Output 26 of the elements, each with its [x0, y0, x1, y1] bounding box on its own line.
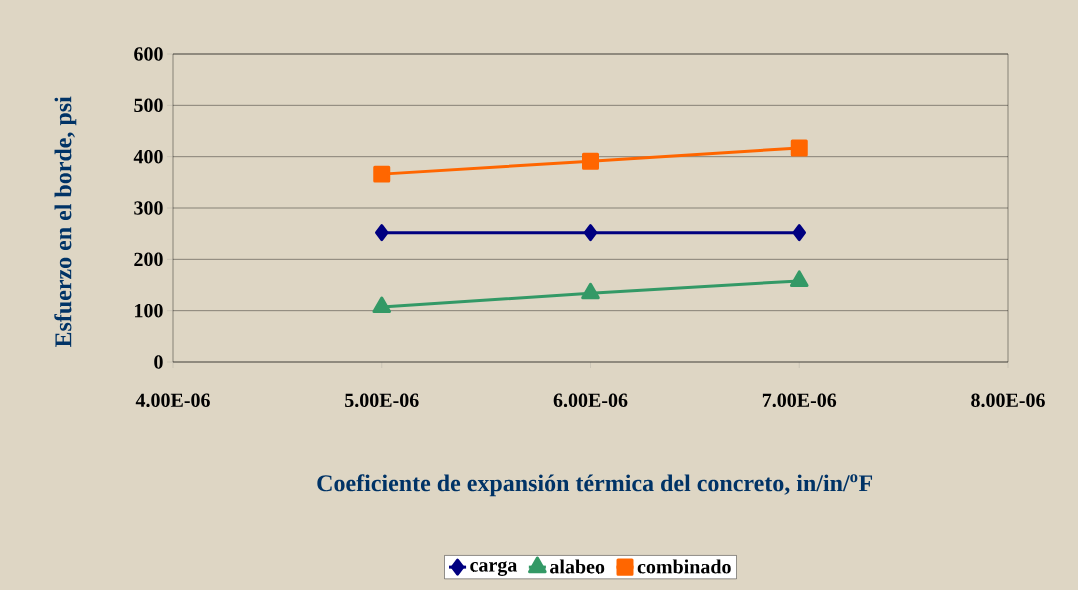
point	[581, 282, 600, 300]
point	[582, 152, 600, 170]
x-tick-label: 5.00E-06	[345, 393, 419, 408]
point	[790, 139, 808, 157]
x-axis-title: Coeficiente de expansión térmica del concreto, in/in/$^{o}$F	[317, 474, 873, 497]
legend-label: carga	[470, 561, 518, 576]
point	[792, 224, 807, 242]
x-tick-label: 6.00E-06	[553, 393, 628, 408]
x-tick-label: 4.00E-06	[135, 393, 210, 408]
point	[583, 224, 598, 242]
legend-label: combinado	[637, 559, 731, 574]
x-tick-label: 7.00E-06	[762, 393, 837, 408]
y-tick-label: 500	[134, 98, 163, 113]
legend-label: alabeo	[550, 559, 605, 574]
point	[789, 270, 809, 287]
point	[373, 165, 391, 183]
x-tick-label: 8.00E-06	[971, 393, 1045, 408]
y-tick-label: 100	[135, 303, 163, 318]
y-tick-label: 300	[134, 201, 163, 215]
y-tick-label: 200	[134, 252, 163, 267]
y-tick-label: 600	[134, 47, 163, 61]
y-axis-title: Esfuerzo en el borde, psi	[54, 96, 77, 348]
y-tick-label: 400	[133, 149, 163, 164]
point	[375, 224, 389, 242]
point	[372, 296, 392, 314]
y-tick-label: 0	[154, 355, 163, 369]
